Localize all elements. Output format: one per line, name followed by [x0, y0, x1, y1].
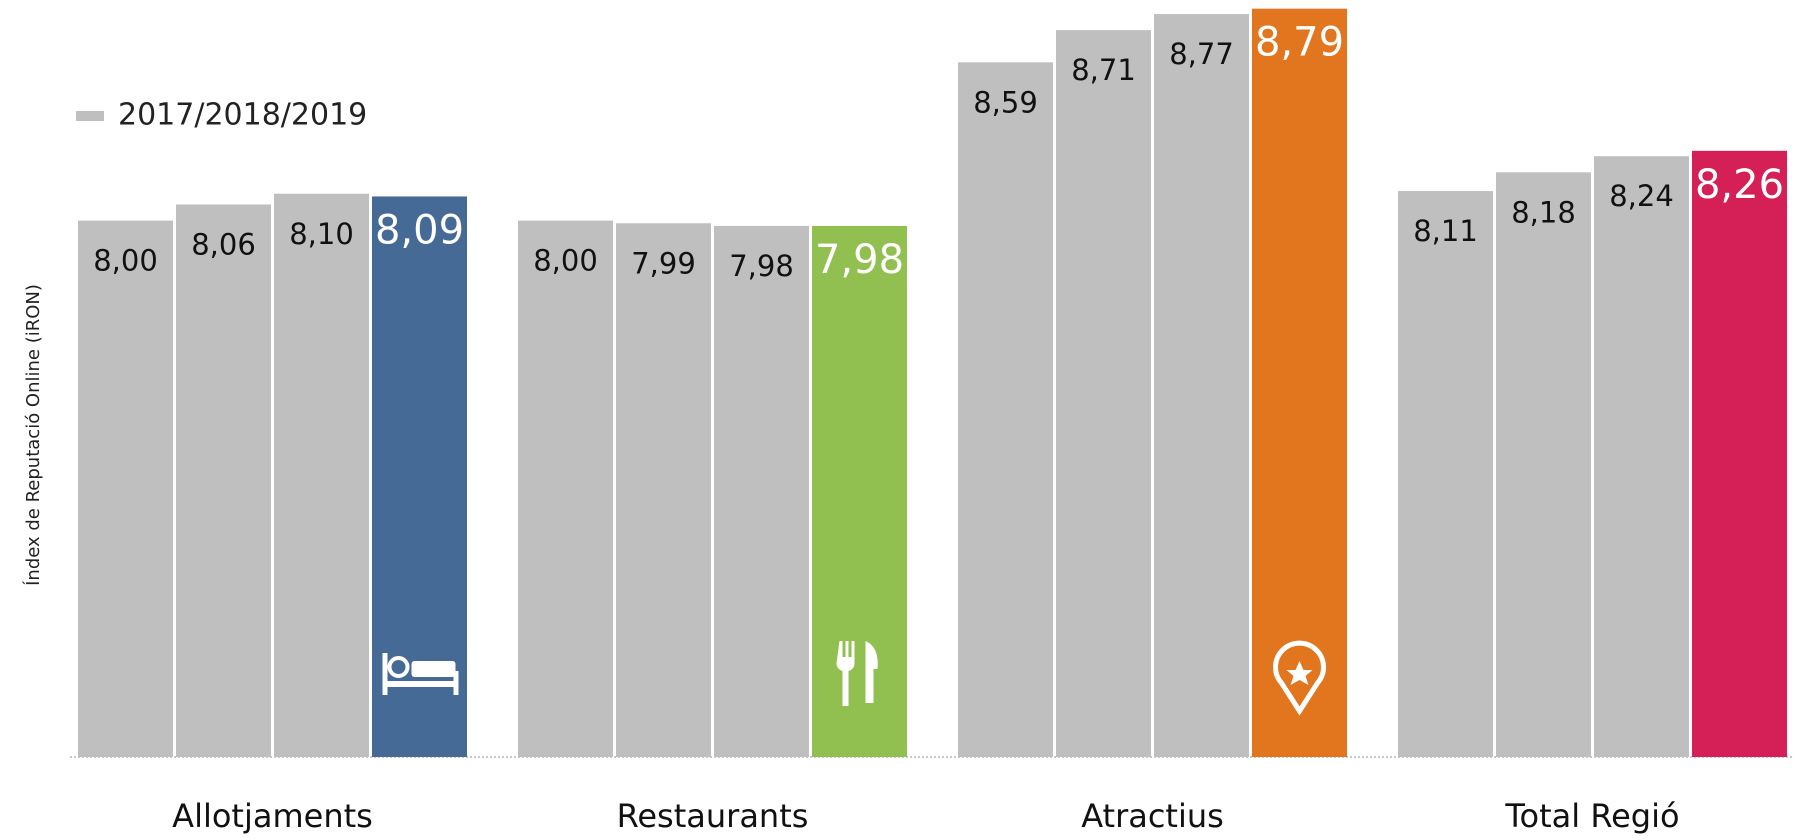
value-label: 8,24	[1609, 179, 1674, 213]
bar	[78, 220, 173, 758]
icon-part	[382, 653, 388, 695]
category-label: Restaurants	[617, 797, 809, 835]
category-label: Atractius	[1081, 797, 1224, 835]
legend-swatch	[76, 111, 104, 121]
value-label: 8,00	[533, 244, 598, 278]
category-label: Allotjaments	[172, 797, 373, 835]
value-label: 8,18	[1511, 195, 1576, 229]
value-label: 8,11	[1413, 214, 1478, 248]
bar	[1252, 8, 1347, 758]
bar	[1594, 156, 1689, 757]
icon-part	[387, 656, 410, 678]
icon	[1273, 640, 1326, 716]
bar	[812, 225, 907, 757]
icon	[836, 641, 878, 706]
value-label: 8,26	[1695, 162, 1784, 208]
bar	[274, 193, 369, 757]
bar	[176, 204, 271, 757]
bar	[518, 220, 613, 758]
category-label: Total Regió	[1504, 797, 1679, 835]
icon-part	[836, 641, 855, 706]
icon-part	[453, 671, 459, 695]
value-label: 8,10	[289, 217, 354, 251]
legend-label: 2017/2018/2019	[118, 98, 367, 133]
value-label: 8,09	[375, 207, 464, 253]
value-label: 8,06	[191, 227, 256, 261]
bar	[1398, 191, 1493, 757]
value-label: 7,98	[729, 249, 794, 283]
icon-part	[411, 661, 456, 677]
icon	[382, 653, 459, 695]
value-label: 8,59	[973, 85, 1038, 119]
bar	[616, 223, 711, 758]
bar	[714, 225, 809, 757]
bar	[1056, 30, 1151, 758]
value-label: 8,00	[93, 244, 158, 278]
value-label: 7,99	[631, 246, 696, 280]
bar	[1496, 172, 1591, 758]
icon-part	[865, 641, 878, 703]
bar	[1692, 150, 1787, 758]
value-label: 7,98	[815, 237, 904, 283]
value-label: 8,77	[1169, 37, 1234, 71]
y-axis-label: Índex de Reputació Online (iRON)	[22, 284, 44, 586]
bar	[1154, 14, 1249, 757]
icon-part	[1286, 661, 1313, 685]
bar	[958, 62, 1053, 757]
icon-part	[1273, 640, 1326, 716]
value-label: 8,71	[1071, 53, 1136, 87]
icon-part	[382, 681, 459, 687]
value-label: 8,79	[1255, 20, 1344, 66]
